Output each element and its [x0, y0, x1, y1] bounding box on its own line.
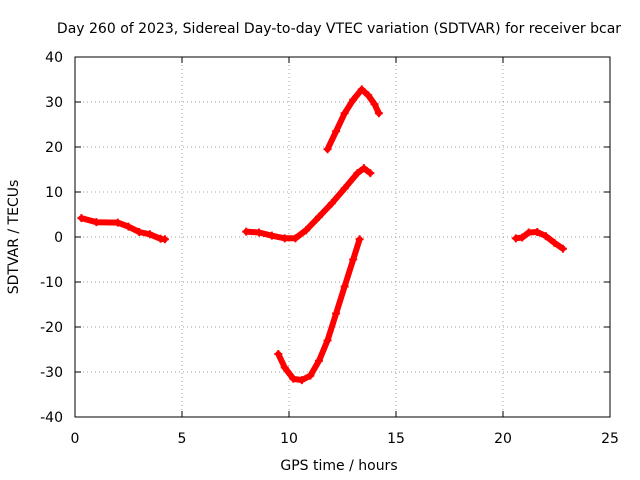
- data-point-marker: [289, 374, 298, 383]
- data-point-marker: [349, 95, 358, 104]
- x-tick-label: 10: [280, 431, 298, 447]
- data-point-marker: [374, 109, 383, 118]
- data-point-marker: [332, 309, 341, 318]
- data-point-marker: [280, 234, 289, 243]
- axis-ticks: [74, 56, 611, 418]
- y-axis-label: SDTVAR / TECUs: [6, 180, 22, 295]
- y-tick-label: -30: [40, 365, 63, 381]
- series-arc-3: [274, 235, 364, 385]
- grid: [75, 57, 610, 417]
- data-point-marker: [340, 282, 349, 291]
- y-tick-label: -10: [40, 275, 63, 291]
- data-point-marker: [242, 227, 251, 236]
- data-point-marker: [306, 371, 315, 380]
- data-point-marker: [353, 169, 362, 178]
- data-point-marker: [541, 232, 550, 241]
- x-tick-label: 5: [178, 431, 187, 447]
- data-series: [77, 85, 567, 385]
- data-point-marker: [323, 145, 332, 154]
- y-tick-label: 30: [45, 95, 63, 111]
- data-point-marker: [327, 199, 336, 208]
- series-arc-2: [242, 164, 375, 243]
- data-point-marker: [274, 350, 283, 358]
- chart-title: Day 260 of 2023, Sidereal Day-to-day VTE…: [57, 21, 621, 37]
- series-line: [243, 165, 374, 242]
- x-tick-label: 25: [601, 431, 619, 447]
- y-tick-label: 40: [45, 50, 63, 66]
- series-arc-1: [77, 214, 169, 244]
- data-point-marker: [314, 212, 323, 221]
- data-point-marker: [124, 222, 133, 231]
- data-point-marker: [340, 109, 349, 118]
- data-point-marker: [113, 218, 122, 227]
- data-point-marker: [255, 228, 264, 237]
- data-point-marker: [291, 234, 300, 243]
- data-point-marker: [558, 244, 567, 253]
- y-tick-labels: -40 -30 -20 -10 0 10 20 30 40: [40, 50, 63, 426]
- y-tick-label: -20: [40, 320, 63, 336]
- x-tick-label: 0: [71, 431, 80, 447]
- data-point-marker: [332, 127, 341, 136]
- x-axis-label: GPS time / hours: [280, 458, 397, 474]
- data-point-marker: [524, 228, 533, 237]
- data-point-marker: [359, 164, 368, 173]
- data-point-marker: [297, 376, 306, 385]
- data-point-marker: [302, 226, 311, 235]
- series-arc-4: [323, 85, 383, 154]
- y-tick-label: 0: [54, 230, 63, 246]
- data-point-marker: [280, 363, 289, 372]
- y-tick-label: 20: [45, 140, 63, 156]
- data-point-marker: [92, 218, 101, 227]
- data-point-marker: [349, 255, 358, 264]
- data-point-marker: [533, 228, 542, 237]
- data-point-marker: [550, 238, 559, 247]
- data-point-marker: [370, 100, 379, 109]
- data-point-marker: [314, 356, 323, 365]
- data-point-marker: [340, 184, 349, 193]
- data-point-marker: [145, 230, 154, 239]
- series-arc-5: [511, 228, 567, 253]
- x-tick-label: 15: [387, 431, 405, 447]
- data-point-marker: [357, 85, 366, 94]
- data-point-marker: [366, 169, 375, 178]
- x-tick-label: 20: [494, 431, 512, 447]
- series-line: [324, 86, 382, 153]
- data-point-marker: [267, 231, 276, 240]
- data-point-marker: [77, 214, 86, 223]
- x-tick-labels: 0 5 10 15 20 25: [71, 431, 619, 447]
- y-tick-label: 10: [45, 185, 63, 201]
- data-point-marker: [323, 336, 332, 345]
- data-point-marker: [355, 235, 364, 244]
- data-point-marker: [518, 233, 527, 242]
- y-tick-label: -40: [40, 410, 63, 426]
- data-point-marker: [160, 235, 169, 244]
- data-point-marker: [364, 91, 373, 100]
- data-point-marker: [135, 228, 144, 237]
